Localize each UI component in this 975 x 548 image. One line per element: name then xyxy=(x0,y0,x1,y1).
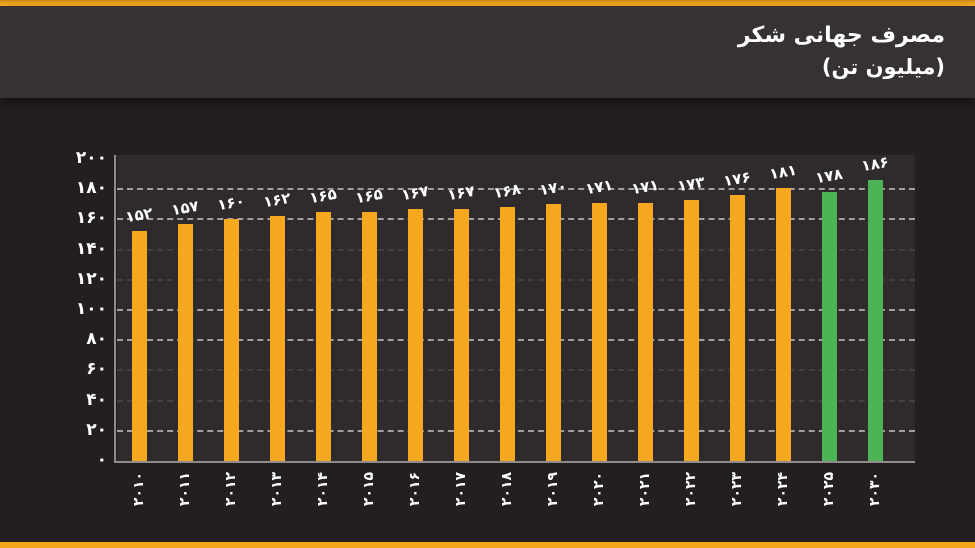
bar-2022 xyxy=(683,199,699,461)
bar-2014 xyxy=(315,211,331,461)
x-tick-2021: ۲۰۲۱ xyxy=(637,471,653,507)
bar-2025 xyxy=(821,192,837,461)
bar-2010 xyxy=(131,231,147,461)
gridline-100 xyxy=(117,309,915,311)
y-tick-180: ۱۸۰ xyxy=(75,178,107,199)
x-tick-2018: ۲۰۱۸ xyxy=(499,471,515,507)
header: مصرف جهانی شکر (میلیون تن) xyxy=(0,6,975,98)
bar-2020 xyxy=(591,202,607,461)
gridline-60 xyxy=(117,369,915,372)
x-tick-2012: ۲۰۱۲ xyxy=(223,471,239,507)
bar-2030 xyxy=(867,180,883,461)
bar-2023 xyxy=(729,195,745,461)
y-tick-60: ۶۰ xyxy=(86,359,107,380)
x-tick-2010: ۲۰۱۰ xyxy=(131,471,147,507)
title-block: مصرف جهانی شکر (میلیون تن) xyxy=(738,20,945,82)
x-tick-2020: ۲۰۲۰ xyxy=(591,471,607,507)
y-tick-40: ۴۰ xyxy=(86,389,107,410)
y-tick-100: ۱۰۰ xyxy=(75,299,107,319)
bar-2013 xyxy=(269,216,285,461)
y-tick-140: ۱۴۰ xyxy=(75,238,107,259)
gridline-120 xyxy=(117,278,915,281)
bottom-accent-strip xyxy=(0,542,975,548)
y-tick-120: ۱۲۰ xyxy=(75,268,107,289)
bar-2018 xyxy=(499,207,515,461)
x-tick-2019: ۲۰۱۹ xyxy=(545,471,561,507)
bar-2016 xyxy=(407,208,423,461)
gridline-40 xyxy=(117,399,915,402)
bar-2024 xyxy=(775,187,791,461)
bar-2015 xyxy=(361,211,377,461)
top-accent-strip xyxy=(0,0,975,6)
page-title: مصرف جهانی شکر xyxy=(737,23,945,48)
bar-2017 xyxy=(453,208,469,461)
bar-2021 xyxy=(637,202,653,461)
y-axis-line xyxy=(114,155,116,463)
y-tick-80: ۸۰ xyxy=(86,329,107,350)
gridline-20 xyxy=(117,429,915,432)
x-axis-line xyxy=(114,461,915,463)
x-tick-2025: ۲۰۲۵ xyxy=(821,471,837,507)
x-tick-2016: ۲۰۱۶ xyxy=(407,471,423,507)
x-tick-2030: ۲۰۳۰ xyxy=(867,471,883,507)
x-tick-2024: ۲۰۲۴ xyxy=(775,471,791,507)
y-tick-20: ۲۰ xyxy=(86,419,107,440)
bar-2012 xyxy=(223,219,239,461)
gridline-80 xyxy=(117,339,915,342)
gridline-180 xyxy=(117,188,915,191)
x-tick-2015: ۲۰۱۵ xyxy=(361,471,377,507)
x-tick-2022: ۲۰۲۲ xyxy=(683,471,699,507)
x-tick-2013: ۲۰۱۳ xyxy=(269,471,285,507)
x-tick-2023: ۲۰۲۳ xyxy=(729,471,745,507)
x-tick-2011: ۲۰۱۱ xyxy=(177,471,193,507)
gridline-160 xyxy=(117,218,915,221)
y-tick-160: ۱۶۰ xyxy=(75,208,107,229)
x-tick-2014: ۲۰۱۴ xyxy=(315,471,331,507)
gridline-140 xyxy=(117,248,915,251)
bar-2019 xyxy=(545,204,561,461)
bar-2011 xyxy=(177,223,193,461)
x-tick-2017: ۲۰۱۷ xyxy=(453,471,469,507)
y-tick-200: ۲۰۰ xyxy=(75,148,107,168)
y-tick-0: ۰ xyxy=(96,450,107,470)
page-subtitle: (میلیون تن) xyxy=(821,55,945,79)
